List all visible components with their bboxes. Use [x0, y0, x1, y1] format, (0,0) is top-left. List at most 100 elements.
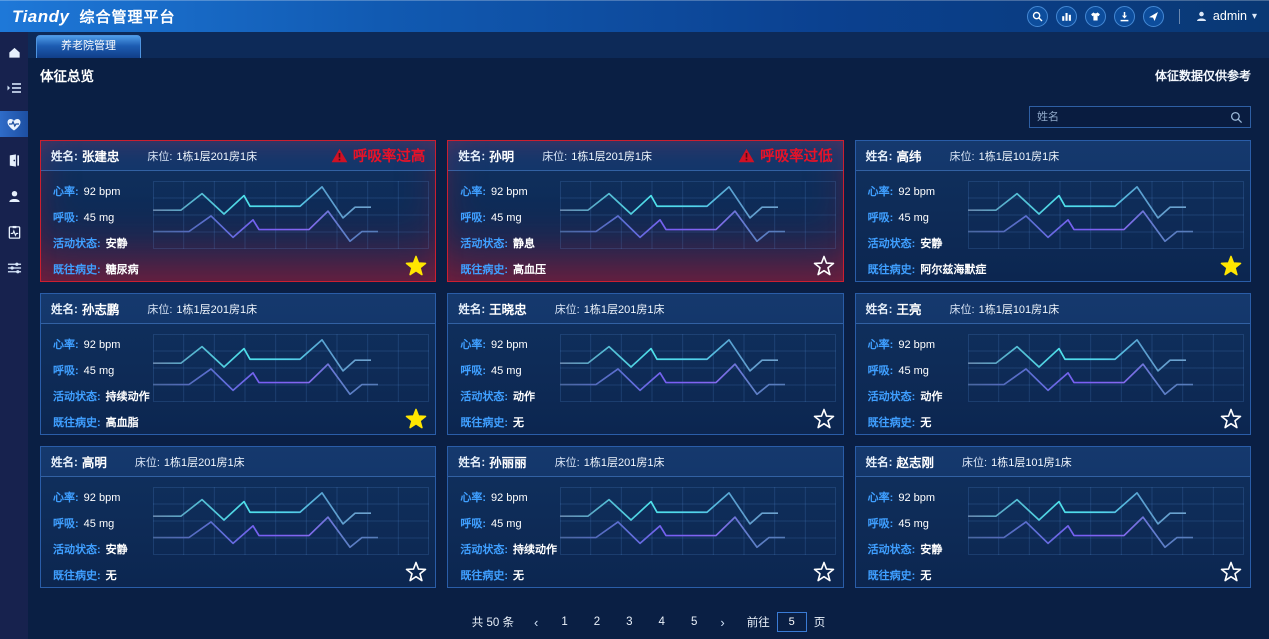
favorite-star-icon[interactable] — [1220, 561, 1242, 583]
page-number[interactable]: 2 — [593, 616, 601, 628]
heart-rate-label: 心率: — [53, 492, 79, 504]
activity-label: 活动状态: — [867, 391, 916, 403]
respiration-row: 呼吸: 45 mg — [53, 515, 114, 531]
history-row: 既往病史: 高血脂 — [53, 414, 139, 430]
favorite-star-icon[interactable] — [813, 561, 835, 583]
heart-rate-row: 心率: 92 bpm — [53, 489, 120, 505]
history-label: 既往病史: — [460, 417, 508, 429]
history-row: 既往病史: 无 — [868, 567, 932, 583]
bed-value: 1栋1层101房1床 — [978, 150, 1060, 163]
search-icon[interactable] — [1230, 111, 1243, 124]
shirt-icon[interactable] — [1084, 5, 1106, 27]
top-bar: Tiandy 综合管理平台 admin ▾ — [0, 0, 1269, 32]
search-row — [28, 92, 1269, 140]
history-row: 既往病史: 无 — [460, 414, 524, 430]
sidebar-item-door[interactable] — [0, 147, 28, 173]
history-row: 既往病史: 无 — [460, 567, 524, 583]
activity-label: 活动状态: — [53, 238, 101, 250]
respiration-value: 45 mg — [83, 518, 115, 530]
favorite-star-icon[interactable] — [813, 255, 835, 277]
prev-page-button[interactable]: ‹ — [533, 614, 539, 630]
activity-value: 动作 — [513, 391, 535, 403]
sidebar-item-home[interactable] — [0, 39, 28, 65]
sliders-icon — [7, 262, 21, 274]
activity-value: 动作 — [920, 391, 943, 403]
vitals-chart — [153, 181, 429, 249]
history-label: 既往病史: — [867, 264, 916, 276]
card-header: 姓名: 孙丽丽 床位: 1栋1层201房1床 — [448, 447, 843, 477]
respiration-label: 呼吸: — [53, 212, 79, 224]
heart-rate-value: 92 bpm — [83, 186, 121, 198]
download-icon[interactable] — [1113, 5, 1135, 27]
respiration-label: 呼吸: — [867, 212, 894, 224]
bed-label: 床位: — [554, 303, 580, 316]
name-label: 姓名: — [51, 303, 78, 316]
sidebar-item-vitals[interactable] — [0, 111, 28, 137]
history-value: 阿尔兹海默症 — [920, 264, 987, 276]
patient-card: 姓名: 孙丽丽 床位: 1栋1层201房1床 心率: 92 bpm 呼吸: 45… — [447, 446, 844, 588]
activity-row: 活动状态: 动作 — [868, 388, 943, 404]
bed-group: 床位: 1栋1层101房1床 — [962, 454, 1072, 470]
favorite-star-icon[interactable] — [813, 408, 835, 430]
page-header: 体征总览 体征数据仅供参考 — [28, 58, 1269, 92]
goto-page-input[interactable] — [776, 612, 807, 632]
patient-name: 孙明 — [489, 150, 515, 164]
tab-nursing-home[interactable]: 养老院管理 — [36, 35, 141, 58]
bed-value: 1栋1层201房1床 — [571, 150, 652, 163]
search-input[interactable] — [1037, 111, 1230, 123]
page-number[interactable]: 5 — [690, 616, 698, 628]
card-header: 姓名: 王晓忠 床位: 1栋1层201房1床 — [448, 294, 843, 324]
name-label: 姓名: — [865, 456, 893, 469]
history-value: 无 — [513, 570, 524, 582]
patient-name: 王亮 — [896, 303, 922, 317]
patient-name: 高纬 — [896, 150, 922, 164]
page-number[interactable]: 1 — [561, 616, 568, 628]
page-number[interactable]: 3 — [626, 616, 633, 628]
favorite-star-icon[interactable] — [405, 408, 427, 430]
history-label: 既往病史: — [53, 417, 101, 429]
patient-name: 王晓忠 — [489, 303, 527, 317]
favorite-star-icon[interactable] — [1220, 408, 1242, 430]
user-menu[interactable]: admin ▾ — [1195, 9, 1257, 23]
card-header: 姓名: 赵志刚 床位: 1栋1层101房1床 — [855, 447, 1250, 477]
page-title: 体征总览 — [40, 69, 94, 84]
respiration-value: 45 mg — [491, 212, 522, 224]
patient-card: 姓名: 孙志鹏 床位: 1栋1层201房1床 心率: 92 bpm 呼吸: 45… — [40, 293, 437, 435]
activity-label: 活动状态: — [460, 391, 508, 403]
vitals-chart — [560, 181, 837, 249]
heart-rate-label: 心率: — [867, 339, 894, 351]
sidebar-item-menu[interactable] — [0, 75, 28, 101]
history-value: 无 — [513, 417, 524, 429]
heart-rate-label: 心率: — [460, 492, 486, 504]
bed-label: 床位: — [554, 456, 580, 469]
page-number[interactable]: 4 — [658, 616, 665, 628]
page-numbers: 1 2 3 4 5 — [548, 616, 710, 628]
name-label: 姓名: — [865, 303, 893, 316]
topbar-divider — [1178, 8, 1180, 24]
name-label: 姓名: — [51, 150, 78, 163]
bar-chart-icon[interactable] — [1055, 5, 1077, 27]
sidebar-item-health-records[interactable] — [0, 219, 28, 245]
card-header: 姓名: 高纬 床位: 1栋1层101房1床 — [855, 141, 1250, 171]
send-icon[interactable] — [1142, 5, 1164, 27]
history-value: 高血压 — [513, 264, 546, 276]
history-value: 无 — [920, 417, 932, 429]
vitals-chart — [560, 334, 837, 402]
tab-bar: 养老院管理 — [28, 32, 1269, 58]
heart-rate-value: 92 bpm — [491, 492, 528, 504]
favorite-star-icon[interactable] — [1220, 255, 1242, 277]
next-page-button[interactable]: › — [720, 614, 725, 630]
history-row: 既往病史: 糖尿病 — [53, 261, 139, 277]
bed-group: 床位: 1栋1层101房1床 — [950, 148, 1060, 164]
username: admin — [1212, 9, 1247, 23]
patient-name: 高明 — [81, 456, 107, 470]
search-icon[interactable] — [1026, 5, 1048, 27]
respiration-value: 45 mg — [83, 365, 115, 377]
bed-label: 床位: — [147, 150, 173, 163]
card-header: 姓名: 孙志鹏 床位: 1栋1层201房1床 — [41, 294, 436, 324]
sidebar-item-residents[interactable] — [0, 183, 28, 209]
favorite-star-icon[interactable] — [405, 561, 427, 583]
history-value: 无 — [920, 570, 932, 582]
sidebar-item-settings[interactable] — [0, 255, 28, 281]
favorite-star-icon[interactable] — [405, 255, 427, 277]
